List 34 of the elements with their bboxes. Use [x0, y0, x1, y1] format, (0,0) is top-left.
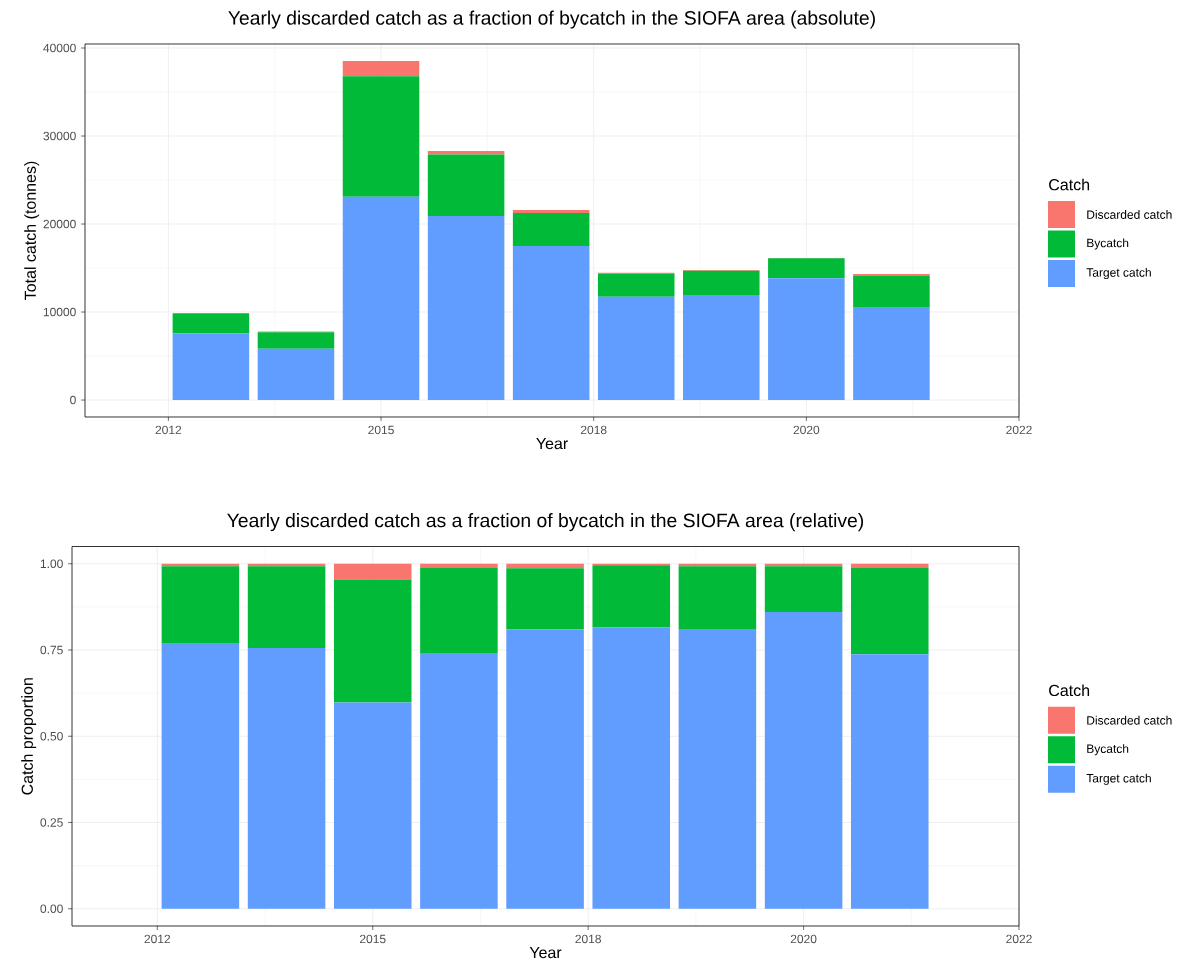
legend-title: Catch: [1049, 684, 1090, 697]
x-tick-label: 2015: [360, 934, 386, 944]
y-axis-title: Catch proportion: [21, 678, 37, 795]
x-tick-label: 2012: [155, 425, 182, 435]
legend-title: Catch: [1049, 178, 1090, 191]
x-axis-title: Year: [529, 947, 562, 959]
y-tick-label: 20000: [43, 219, 76, 229]
y-tick-label: 0.00: [40, 904, 63, 914]
y-tick-label: 0: [70, 395, 76, 405]
chart-title: Yearly discarded catch as a fraction of bycatch in the SIOFA area (relative): [227, 513, 864, 532]
x-axis-title: Year: [536, 438, 568, 450]
y-tick-label: 30000: [43, 131, 76, 141]
y-tick-label: 1.00: [40, 559, 63, 569]
y-tick-label: 0.25: [40, 818, 63, 827]
y-axis-title: Total catch (tonnes): [24, 161, 40, 300]
legend-label: Target catch: [1086, 267, 1151, 280]
x-tick-label: 2020: [790, 934, 817, 944]
y-tick-label: 0.50: [40, 732, 63, 741]
legend-label: Target catch: [1086, 773, 1151, 785]
y-tick-label: 0.75: [40, 645, 63, 655]
x-tick-label: 2022: [1006, 425, 1032, 435]
x-tick-label: 2018: [575, 934, 601, 944]
x-tick-label: 2022: [1006, 934, 1032, 944]
legend-label: Bycatch: [1087, 238, 1129, 250]
y-tick-label: 40000: [43, 43, 76, 53]
x-tick-label: 2018: [580, 425, 607, 435]
legend-label: Discarded catch: [1087, 210, 1172, 219]
chart-title: Yearly discarded catch as a fraction of bycatch in the SIOFA area (absolute): [228, 10, 875, 29]
y-tick-label: 10000: [43, 307, 76, 317]
x-tick-label: 2015: [368, 425, 394, 435]
legend-label: Bycatch: [1087, 744, 1129, 756]
legend-label: Discarded catch: [1087, 715, 1172, 725]
x-tick-label: 2012: [144, 934, 171, 944]
x-tick-label: 2020: [793, 425, 820, 435]
